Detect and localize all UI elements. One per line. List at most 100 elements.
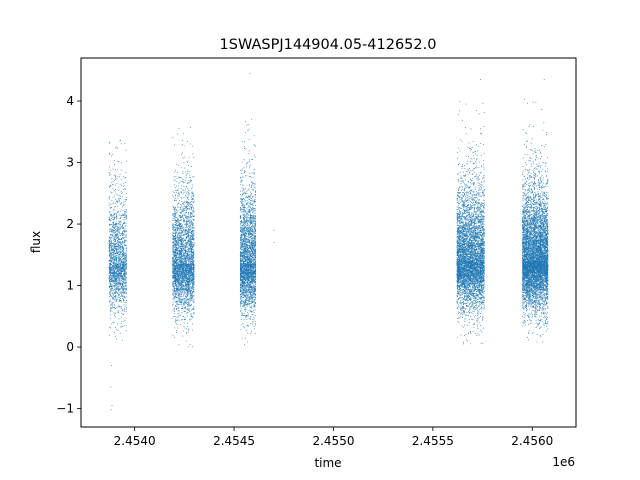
data-point bbox=[112, 285, 114, 286]
data-point bbox=[188, 229, 190, 231]
data-point bbox=[172, 246, 174, 248]
data-point bbox=[119, 292, 121, 294]
data-point bbox=[181, 177, 183, 179]
data-point bbox=[178, 253, 180, 255]
data-point bbox=[109, 252, 111, 254]
data-point bbox=[191, 283, 193, 285]
data-point bbox=[124, 265, 126, 267]
data-point bbox=[117, 282, 119, 284]
data-point bbox=[125, 282, 127, 284]
data-point bbox=[114, 291, 116, 292]
data-point bbox=[178, 244, 180, 246]
data-point bbox=[192, 234, 194, 236]
data-point bbox=[111, 155, 113, 157]
data-point bbox=[191, 197, 192, 199]
data-point bbox=[114, 283, 115, 284]
data-point bbox=[111, 261, 113, 262]
data-point bbox=[174, 269, 176, 270]
data-point bbox=[123, 283, 125, 285]
data-point bbox=[117, 243, 119, 245]
data-point bbox=[186, 224, 188, 226]
data-point bbox=[185, 247, 186, 249]
data-point bbox=[172, 235, 174, 236]
data-point bbox=[190, 269, 192, 271]
data-point bbox=[179, 283, 181, 285]
data-point bbox=[182, 209, 184, 211]
data-point bbox=[182, 243, 184, 245]
data-point bbox=[180, 236, 182, 238]
data-point bbox=[115, 240, 116, 242]
data-point bbox=[191, 256, 192, 258]
data-point bbox=[189, 275, 191, 277]
data-point bbox=[183, 289, 185, 291]
data-point bbox=[184, 285, 186, 287]
data-point bbox=[110, 281, 112, 283]
data-point bbox=[172, 191, 174, 193]
data-point bbox=[182, 315, 184, 317]
data-point bbox=[125, 293, 127, 294]
data-point bbox=[172, 258, 174, 260]
data-point bbox=[172, 286, 174, 288]
data-point bbox=[182, 291, 184, 292]
data-point bbox=[187, 311, 189, 313]
data-point bbox=[113, 222, 115, 224]
data-point bbox=[181, 281, 183, 283]
data-point bbox=[192, 145, 194, 147]
data-point bbox=[175, 320, 176, 322]
data-point bbox=[187, 249, 188, 250]
data-point bbox=[121, 246, 123, 247]
data-point bbox=[188, 266, 190, 267]
data-point bbox=[191, 278, 193, 279]
data-point bbox=[123, 214, 125, 215]
data-point bbox=[183, 133, 185, 135]
data-point bbox=[124, 296, 126, 298]
data-point bbox=[125, 212, 127, 213]
data-point bbox=[117, 228, 119, 230]
data-point bbox=[184, 255, 186, 256]
data-point bbox=[118, 278, 120, 280]
data-point bbox=[119, 250, 121, 252]
data-point bbox=[123, 261, 124, 263]
data-point bbox=[117, 194, 119, 196]
data-point bbox=[180, 197, 182, 199]
data-point bbox=[173, 235, 175, 237]
data-point bbox=[192, 246, 194, 248]
data-point bbox=[121, 213, 123, 215]
data-point bbox=[108, 247, 110, 249]
data-point bbox=[116, 267, 118, 269]
data-point bbox=[189, 282, 191, 284]
data-point bbox=[176, 232, 177, 234]
data-point bbox=[184, 240, 186, 242]
data-point bbox=[185, 194, 186, 196]
data-point bbox=[110, 288, 112, 290]
data-point bbox=[116, 243, 117, 245]
data-point bbox=[189, 245, 191, 247]
data-point bbox=[192, 206, 193, 208]
data-point bbox=[113, 275, 115, 277]
data-point bbox=[118, 239, 120, 240]
data-point bbox=[182, 335, 184, 337]
data-point bbox=[185, 276, 187, 278]
data-point bbox=[176, 223, 178, 225]
data-point bbox=[114, 198, 116, 200]
data-point bbox=[115, 184, 116, 186]
data-point bbox=[172, 289, 174, 291]
data-point bbox=[189, 247, 191, 248]
data-point bbox=[109, 265, 110, 266]
data-point bbox=[110, 291, 112, 293]
data-point bbox=[188, 237, 190, 239]
data-point bbox=[124, 245, 126, 246]
data-point bbox=[189, 272, 191, 274]
data-point bbox=[192, 323, 193, 325]
data-point bbox=[120, 259, 121, 261]
data-point bbox=[175, 255, 176, 257]
data-point bbox=[110, 271, 111, 273]
data-point bbox=[118, 176, 120, 178]
data-point bbox=[173, 240, 175, 242]
data-point bbox=[125, 199, 127, 201]
data-point bbox=[122, 237, 123, 238]
data-point bbox=[108, 153, 110, 154]
data-point bbox=[179, 273, 181, 275]
data-point bbox=[176, 256, 177, 258]
data-point bbox=[183, 279, 185, 281]
